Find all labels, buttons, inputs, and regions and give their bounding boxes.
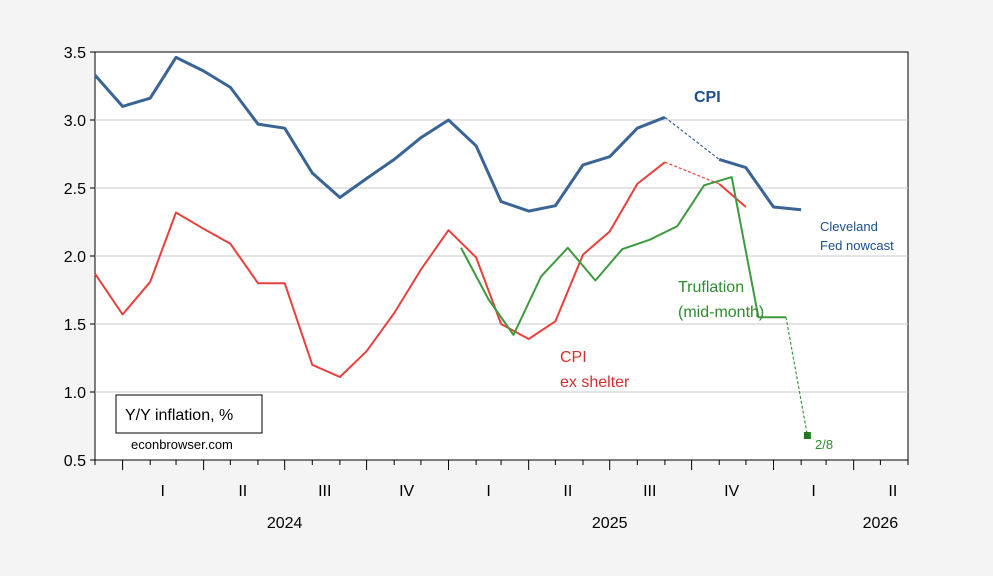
point-date-label: 2/8	[815, 437, 833, 452]
truflation-label-line2: (mid-month)	[678, 304, 764, 321]
legend-box-text: Y/Y inflation, %	[125, 407, 233, 424]
cleveland-label-line2: Fed nowcast	[820, 238, 894, 253]
projection-connector	[785, 317, 808, 436]
x-quarter-label: II	[238, 483, 247, 500]
x-year-label: 2026	[863, 515, 899, 532]
series-lines	[93, 55, 808, 436]
source-label: econbrowser.com	[131, 437, 233, 452]
y-tick-label: 3.5	[64, 45, 86, 62]
y-tick-label: 2.5	[64, 181, 86, 198]
x-quarter-label: III	[643, 483, 656, 500]
y-tick-label: 0.5	[64, 453, 86, 470]
x-year-label: 2024	[267, 515, 303, 532]
y-tick-label: 2.0	[64, 249, 86, 266]
cpi-ex-shelter-label-line1: CPI	[560, 349, 587, 366]
cpi-ex-shelter-label-line2: ex shelter	[560, 374, 630, 391]
x-quarter-label: II	[563, 483, 572, 500]
data-point-marker	[803, 432, 811, 440]
y-tick-label: 1.0	[64, 385, 86, 402]
y-tick-label: 1.5	[64, 317, 86, 334]
x-quarter-label: I	[160, 483, 164, 500]
cleveland-label-line1: Cleveland	[820, 219, 878, 234]
series-line-cpi	[93, 55, 666, 213]
markers	[803, 432, 811, 440]
projection-connector	[664, 116, 720, 160]
x-quarter-label: IV	[399, 483, 414, 500]
x-year-label: 2025	[592, 515, 628, 532]
truflation-label-line1: Truflation	[678, 279, 744, 296]
cpi-label: CPI	[694, 89, 721, 106]
axes: 0.51.01.52.02.53.03.5I II III IV I II III IV I II…	[64, 45, 909, 532]
x-quarter-label: IV	[724, 483, 739, 500]
y-tick-label: 3.0	[64, 113, 86, 130]
x-quarter-label: II	[888, 483, 897, 500]
x-quarter-label: III	[318, 483, 331, 500]
series-line-cpi	[718, 157, 802, 212]
x-quarter-label: I	[486, 483, 490, 500]
series-line-cpi-ex-shelter	[718, 183, 747, 208]
x-quarter-label: I	[811, 483, 815, 500]
series-line-truflation-mid-month-	[460, 176, 786, 336]
legend-box	[115, 394, 263, 434]
series-line-cpi-ex-shelter	[94, 161, 666, 378]
